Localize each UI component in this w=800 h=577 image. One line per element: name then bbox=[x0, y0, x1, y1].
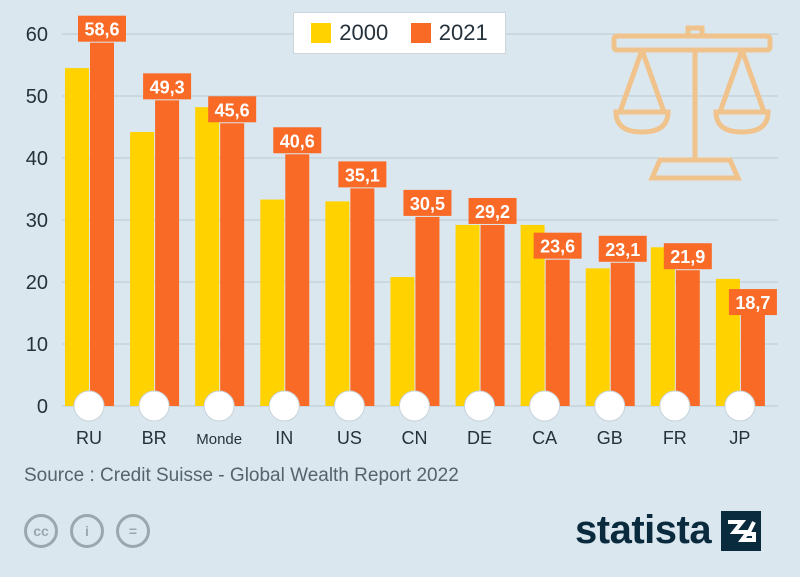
x-tick-label: GB bbox=[597, 428, 623, 448]
data-label: 30,5 bbox=[410, 194, 445, 214]
country-flag-icon bbox=[464, 390, 496, 422]
bar-2021 bbox=[675, 270, 700, 406]
country-flag-icon bbox=[659, 390, 691, 422]
bar-2021 bbox=[220, 123, 245, 406]
legend-item-2000: 2000 bbox=[311, 20, 388, 46]
data-label-bg bbox=[728, 289, 777, 316]
x-tick-label: Monde bbox=[196, 431, 242, 448]
bar-2021 bbox=[415, 216, 440, 406]
bar-2021 bbox=[545, 259, 570, 406]
bar-chart: 0 10 20 30 40 50 60 58,6 RU 49,3 BR 45,6 Monde 40,6 IN… bbox=[26, 15, 778, 448]
y-tick-label: 50 bbox=[26, 86, 48, 108]
country-flag-icon bbox=[724, 390, 756, 422]
data-label: 29,2 bbox=[475, 202, 510, 222]
x-tick-label: DE bbox=[467, 428, 492, 448]
x-tick-label: CA bbox=[532, 428, 557, 448]
x-tick-label: BR bbox=[142, 428, 167, 448]
bar-2000 bbox=[585, 268, 610, 406]
chart-legend: 2000 2021 bbox=[293, 12, 506, 54]
nd-icon[interactable]: = bbox=[116, 514, 150, 548]
country-flag-icon bbox=[268, 390, 300, 422]
bar-2000 bbox=[650, 247, 675, 406]
x-tick-label: IN bbox=[275, 428, 293, 448]
data-label-bg bbox=[78, 15, 126, 42]
bar-2000 bbox=[390, 277, 415, 406]
bar-2000 bbox=[195, 107, 220, 406]
x-tick-label: JP bbox=[729, 428, 750, 448]
data-label-bg bbox=[143, 73, 192, 100]
x-tick-label: CN bbox=[401, 428, 427, 448]
statista-logo[interactable]: statista bbox=[575, 508, 762, 553]
country-flag-icon bbox=[203, 390, 235, 422]
data-label: 18,7 bbox=[735, 293, 770, 313]
cc-icon[interactable]: cc bbox=[24, 514, 58, 548]
data-label: 21,9 bbox=[670, 247, 705, 267]
y-tick-label: 0 bbox=[37, 396, 48, 418]
statista-logo-text: statista bbox=[575, 508, 712, 552]
bar-2021 bbox=[610, 262, 635, 406]
country-flag-icon bbox=[138, 390, 170, 422]
data-label-bg bbox=[533, 232, 582, 259]
data-label-bg bbox=[208, 96, 257, 123]
bar-2021 bbox=[350, 188, 375, 406]
x-tick-label: US bbox=[337, 428, 362, 448]
y-tick-label: 30 bbox=[26, 210, 48, 232]
y-tick-label: 10 bbox=[26, 334, 48, 356]
data-label-bg bbox=[663, 243, 712, 270]
y-tick-label: 60 bbox=[26, 24, 48, 46]
country-flag-icon bbox=[398, 390, 430, 422]
data-label: 40,6 bbox=[280, 131, 315, 151]
y-tick-label: 20 bbox=[26, 272, 48, 294]
country-flag-icon bbox=[594, 390, 626, 422]
license-icons: cc i = bbox=[24, 514, 150, 548]
bar-2000 bbox=[65, 68, 89, 406]
bar-2000 bbox=[260, 199, 285, 406]
country-flag-icon bbox=[333, 390, 365, 422]
data-label-bg bbox=[403, 189, 452, 216]
data-label: 45,6 bbox=[215, 100, 250, 120]
x-tick-label: FR bbox=[663, 428, 687, 448]
data-label-bg bbox=[338, 161, 387, 188]
data-label: 23,6 bbox=[540, 237, 575, 257]
legend-item-2021: 2021 bbox=[410, 20, 488, 46]
data-label-bg bbox=[273, 127, 322, 154]
bar-2000 bbox=[455, 224, 480, 406]
y-tick-label: 40 bbox=[26, 148, 48, 170]
bar-2000 bbox=[325, 201, 350, 406]
by-icon[interactable]: i bbox=[70, 514, 104, 548]
data-label: 23,1 bbox=[605, 240, 640, 260]
balance-scale-icon bbox=[611, 25, 773, 181]
country-flag-icon bbox=[529, 390, 561, 422]
legend-swatch-2021 bbox=[410, 23, 431, 43]
data-label: 35,1 bbox=[345, 165, 380, 185]
source-note: Source : Credit Suisse - Global Wealth R… bbox=[24, 465, 459, 486]
bar-2021 bbox=[155, 100, 180, 406]
data-label: 58,6 bbox=[84, 20, 119, 40]
bar-2021 bbox=[90, 42, 114, 407]
data-label-bg bbox=[468, 197, 517, 224]
bar-2000 bbox=[130, 131, 155, 406]
data-label: 49,3 bbox=[150, 77, 185, 97]
x-tick-label: RU bbox=[76, 428, 102, 448]
legend-swatch-2000 bbox=[311, 23, 332, 43]
legend-label-2021: 2021 bbox=[438, 20, 488, 45]
statista-logo-mark-icon bbox=[721, 510, 762, 551]
legend-label-2000: 2000 bbox=[339, 20, 389, 45]
data-label-bg bbox=[598, 235, 647, 262]
country-flag-icon bbox=[73, 390, 105, 422]
bar-2021 bbox=[285, 154, 310, 406]
bar-2021 bbox=[480, 224, 505, 406]
